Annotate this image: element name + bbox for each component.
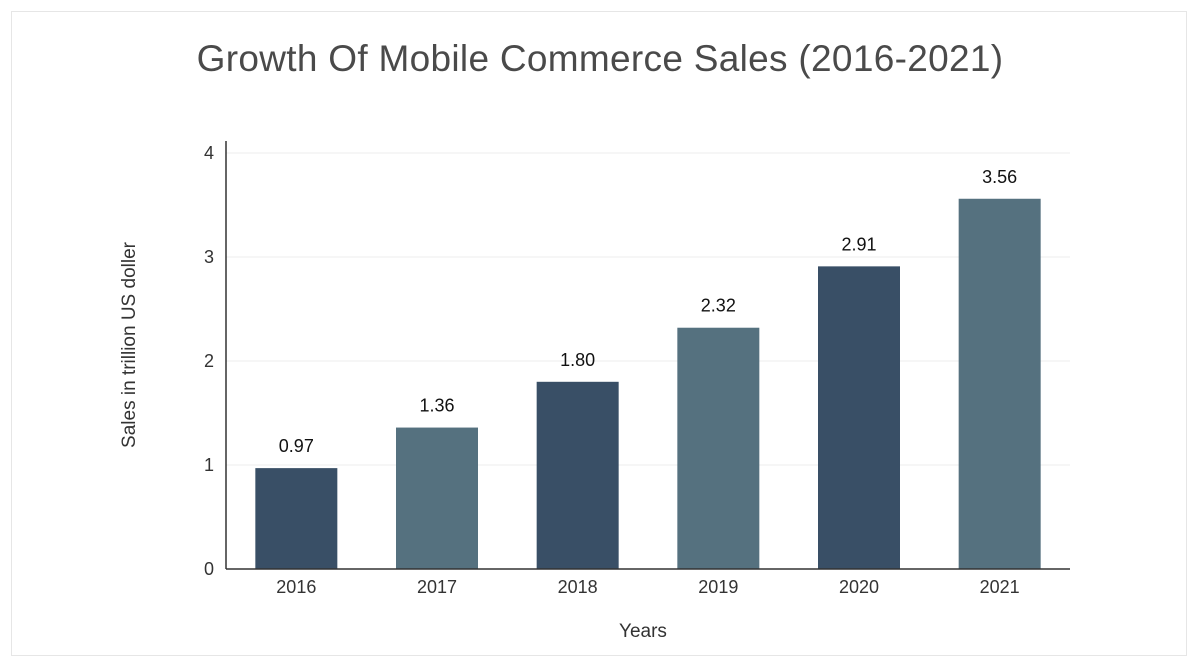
chart-title: Growth Of Mobile Commerce Sales (2016-20… [196, 38, 1004, 79]
gridlines [226, 152, 1070, 466]
data-label: 2.91 [841, 234, 876, 254]
bar [677, 327, 760, 569]
y-tick-label: 1 [204, 455, 214, 475]
y-tick-label: 4 [204, 143, 214, 163]
data-labels: 0.97 1.36 1.80 2.32 2.91 3.56 [279, 167, 1017, 456]
bar [818, 266, 900, 569]
bar [255, 468, 338, 569]
data-label: 3.56 [982, 167, 1017, 187]
bar [536, 381, 619, 569]
data-label: 1.36 [419, 396, 454, 416]
axes: 0 1 2 3 4 2016 2017 2018 2019 2020 2021 [204, 141, 1070, 597]
y-tick-label: 0 [204, 559, 214, 579]
bar [958, 198, 1041, 569]
x-tick-label: 2020 [839, 577, 879, 597]
x-tick-label: 2016 [276, 577, 316, 597]
data-label: 0.97 [279, 436, 314, 456]
data-label: 1.80 [560, 350, 595, 370]
x-tick-label: 2018 [558, 577, 598, 597]
x-tick-label: 2019 [698, 577, 738, 597]
y-tick-label: 3 [204, 247, 214, 267]
bars [255, 198, 1041, 569]
y-tick-label: 2 [204, 351, 214, 371]
bar [396, 427, 478, 569]
x-axis-title: Years [619, 621, 667, 642]
data-label: 2.32 [701, 296, 736, 316]
y-axis-title: Sales in trillion US doller [119, 241, 140, 448]
x-tick-label: 2021 [980, 577, 1020, 597]
x-tick-label: 2017 [417, 577, 457, 597]
